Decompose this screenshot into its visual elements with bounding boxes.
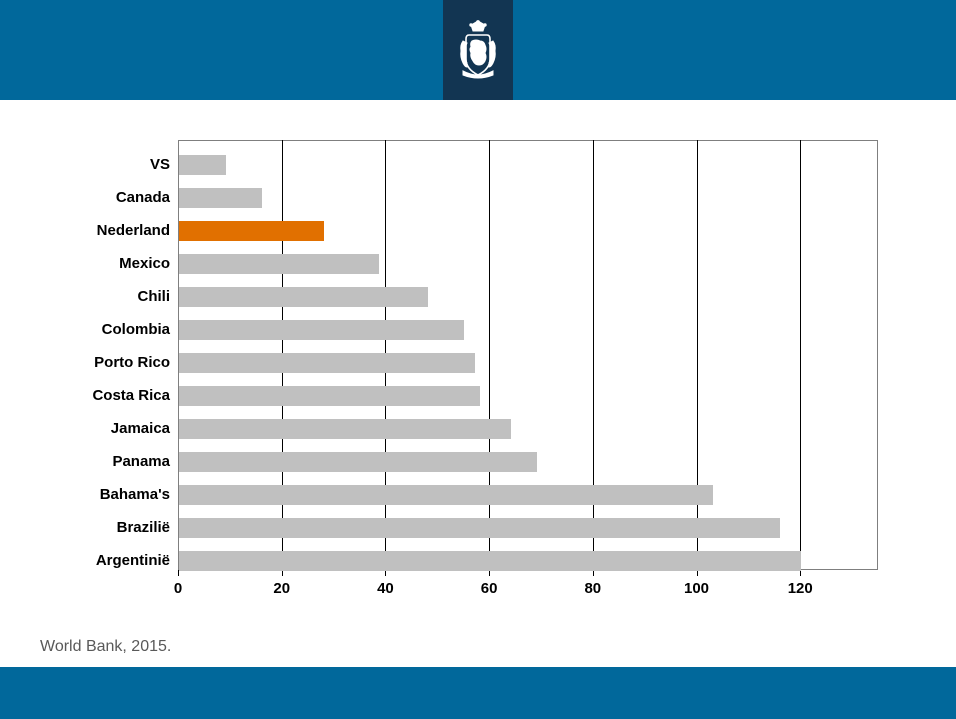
x-axis-label: 100 <box>684 580 709 597</box>
bar <box>179 287 428 307</box>
gridline <box>697 140 698 570</box>
bar <box>179 518 780 538</box>
x-tick <box>282 570 283 576</box>
bar <box>179 353 475 373</box>
bar <box>179 386 480 406</box>
gridline <box>489 140 490 570</box>
bar <box>179 452 537 472</box>
x-tick <box>178 570 179 576</box>
x-tick <box>489 570 490 576</box>
y-axis-label: Porto Rico <box>94 354 170 371</box>
x-tick <box>800 570 801 576</box>
footer-band <box>0 667 956 719</box>
x-axis-label: 0 <box>174 580 182 597</box>
y-axis-label: Jamaica <box>111 420 170 437</box>
x-axis-label: 20 <box>273 580 290 597</box>
gridline <box>593 140 594 570</box>
bar <box>179 155 226 175</box>
y-axis-label: Costa Rica <box>92 387 170 404</box>
x-tick <box>385 570 386 576</box>
y-axis-label: VS <box>150 156 170 173</box>
x-tick <box>697 570 698 576</box>
y-axis-label: Colombia <box>102 321 170 338</box>
bar <box>179 419 511 439</box>
y-axis-label: Mexico <box>119 255 170 272</box>
x-axis-label: 60 <box>481 580 498 597</box>
y-axis-label: Brazilië <box>117 519 170 536</box>
x-axis-label: 120 <box>788 580 813 597</box>
bar <box>179 188 262 208</box>
x-axis-label: 80 <box>584 580 601 597</box>
y-axis-label: Bahama's <box>100 486 170 503</box>
bar <box>179 320 464 340</box>
x-tick <box>593 570 594 576</box>
bar <box>179 221 324 241</box>
chart: 0 20 40 60 80 100 120 VS Canada Nederland Mexico Ch… <box>0 0 956 719</box>
bar <box>179 485 713 505</box>
gridline <box>800 140 801 570</box>
y-axis-label: Chili <box>138 288 171 305</box>
y-axis-label: Argentinië <box>96 552 170 569</box>
bar <box>179 551 801 571</box>
x-axis-label: 40 <box>377 580 394 597</box>
y-axis-label: Panama <box>112 453 170 470</box>
source-text: World Bank, 2015. <box>40 638 171 656</box>
y-axis-label: Canada <box>116 189 170 206</box>
y-axis-label: Nederland <box>97 222 170 239</box>
bar <box>179 254 379 274</box>
